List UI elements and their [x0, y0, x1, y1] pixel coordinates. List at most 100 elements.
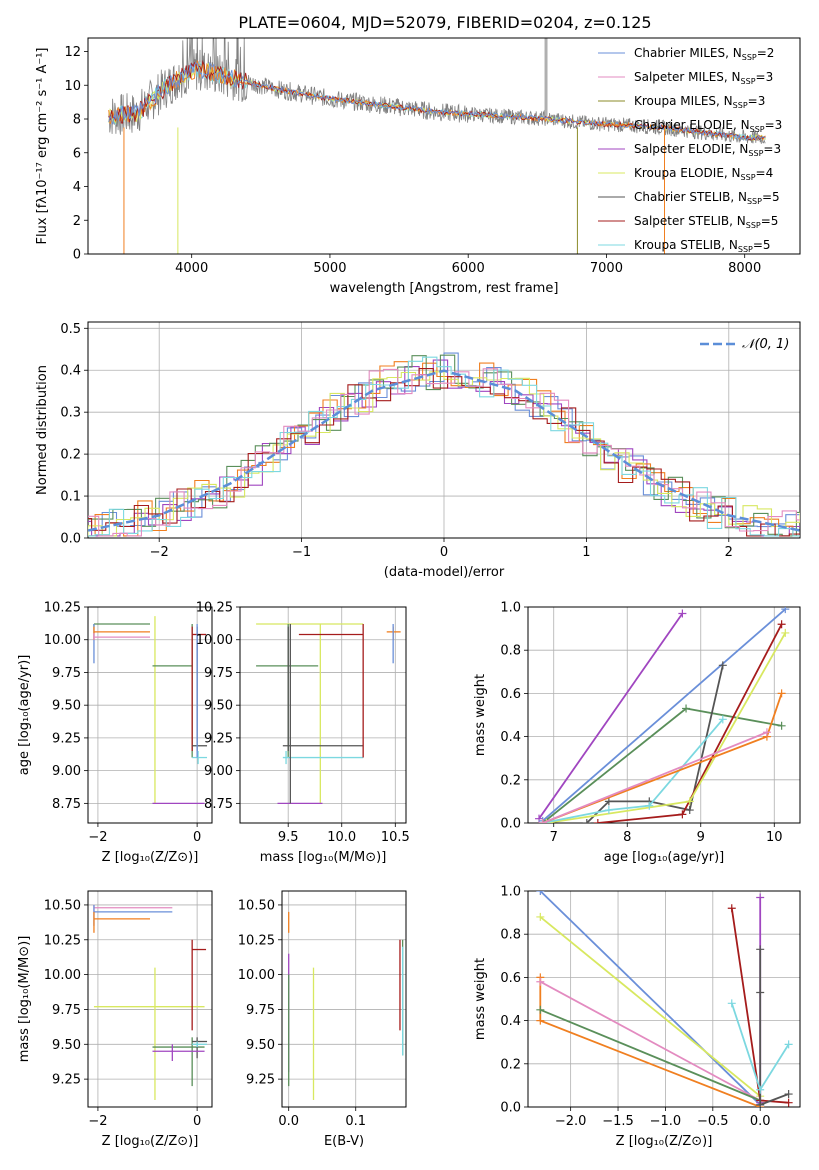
age-weight-panel: 7 8 9 10 0.0 0.2 0.4 0.6 0.8 1.0 age [log₁₀(age/yr…: [473, 601, 801, 865]
y-tick-label: 8.75: [52, 797, 81, 812]
ebv-mass-panel: 0.0 0.1 9.25 9.50 9.75 10.00 10.25 10.50 E(B-V): [238, 890, 407, 1149]
x-axis-label: Z [log₁₀(Z/Z⊙)]: [102, 850, 199, 865]
y-tick-label: 1.0: [500, 601, 521, 616]
x-tick-label: 9: [697, 830, 705, 845]
weight-line: [539, 916, 761, 1097]
axes-frame: [527, 890, 801, 1108]
y-tick-label: 10.25: [44, 601, 81, 616]
axes-frame: [87, 890, 213, 1108]
weight-marker: [536, 977, 545, 986]
y-tick-label: 9.50: [52, 699, 81, 714]
y-tick-label: 1.0: [500, 885, 521, 900]
legend-entry: Chabrier STELIB, NSSP=5: [634, 190, 780, 206]
weight-marker: [682, 704, 691, 713]
x-axis-label: E(B-V): [324, 1134, 364, 1149]
weight-line: [539, 1008, 761, 1102]
weight-marker: [727, 999, 736, 1008]
legend-entry: Kroupa MILES, NSSP=3: [634, 94, 765, 110]
y-tick-label: 10: [64, 79, 81, 94]
legend-entry: Salpeter MILES, NSSP=3: [634, 70, 773, 86]
y-axis-label: mass weight: [473, 958, 488, 1040]
x-tick-label: 10: [766, 830, 783, 845]
weight-marker: [645, 801, 654, 810]
y-tick-label: 8.75: [204, 797, 233, 812]
y-tick-label: 9.50: [204, 699, 233, 714]
legend-subscript: SSP: [738, 245, 753, 254]
y-tick-label: 10.00: [238, 968, 275, 983]
y-tick-label: 2: [73, 214, 81, 229]
y-tick-label: 9.50: [246, 1038, 275, 1053]
legend-count: =2: [757, 46, 775, 60]
weight-marker: [784, 1098, 793, 1107]
y-tick-label: 0.3: [60, 406, 81, 421]
weight-line: [542, 731, 768, 823]
y-tick-label: 9.75: [204, 666, 233, 681]
error-bars: [93, 616, 208, 805]
x-tick-label: −2: [88, 1114, 107, 1129]
x-axis-label: Z [log₁₀(Z/Z⊙)]: [616, 1134, 713, 1149]
y-tick-label: 10.25: [196, 601, 233, 616]
x-tick-label: −2: [88, 830, 107, 845]
x-tick-label: −0.5: [697, 1114, 729, 1129]
legend-count: =3: [748, 94, 766, 108]
x-tick-label: 7: [550, 830, 558, 845]
weight-line: [539, 891, 761, 1106]
x-tick-label: 4000: [175, 261, 208, 276]
x-tick-label: −1.5: [602, 1114, 634, 1129]
weight-marker: [777, 721, 786, 730]
weight-lines: [535, 607, 790, 823]
y-tick-label: 0.8: [500, 928, 521, 943]
weight-marker: [756, 1100, 765, 1107]
y-tick-label: 9.25: [204, 731, 233, 746]
legend-subscript: SSP: [746, 221, 761, 230]
y-axis-label: mass weight: [473, 674, 488, 756]
legend-name: Chabrier ELODIE, N: [634, 118, 750, 132]
y-tick-label: 9.75: [52, 666, 81, 681]
legend-subscript: SSP: [733, 101, 748, 110]
weight-marker: [536, 912, 545, 921]
spectrum-lines: [108, 38, 766, 254]
x-tick-label: 0.0: [750, 1114, 771, 1129]
legend-entry: Salpeter STELIB, NSSP=5: [634, 214, 778, 230]
legend-entry: Chabrier MILES, NSSP=2: [634, 46, 774, 62]
legend-subscript: SSP: [741, 77, 756, 86]
weight-marker: [536, 1005, 545, 1014]
weight-marker: [538, 819, 547, 823]
weight-marker: [756, 945, 765, 954]
y-tick-label: 0: [73, 248, 81, 263]
y-tick-label: 8: [73, 113, 81, 128]
x-tick-label: 10.0: [327, 830, 356, 845]
weight-marker: [604, 797, 613, 806]
y-tick-label: 9.75: [246, 1003, 275, 1018]
weight-marker: [582, 819, 591, 823]
observed-spectrum-line: [108, 38, 766, 144]
weight-line: [539, 980, 761, 1102]
axes-frame: [281, 890, 407, 1108]
z-mass-panel: −2 0 9.25 9.50 9.75 10.00 10.25 10.50 Z [log₁₀(Z…: [17, 890, 213, 1149]
weight-marker: [784, 1040, 793, 1049]
y-tick-label: 9.25: [52, 731, 81, 746]
y-tick-label: 9.00: [52, 764, 81, 779]
legend-subscript: SSP: [748, 149, 763, 158]
weight-marker: [678, 810, 687, 819]
y-axis-label: Flux [fλ10⁻¹⁷ erg cm⁻² s⁻¹ A⁻¹]: [35, 48, 50, 245]
model-spectrum-line: [108, 61, 766, 141]
y-tick-label: 0.4: [500, 1014, 521, 1029]
weight-marker: [756, 893, 765, 902]
y-tick-label: 4: [73, 180, 81, 195]
x-tick-label: 0: [193, 1114, 201, 1129]
y-tick-label: 9.75: [52, 1003, 81, 1018]
weight-marker: [756, 988, 765, 997]
axes-frame: [87, 606, 213, 824]
y-tick-label: 9.00: [204, 764, 233, 779]
weight-marker: [536, 891, 545, 895]
x-axis-label: wavelength [Angstrom, rest frame]: [330, 281, 559, 296]
y-tick-label: 12: [64, 45, 81, 60]
y-tick-label: 0.6: [500, 687, 521, 702]
weight-marker: [756, 1085, 765, 1094]
x-tick-label: 8: [623, 830, 631, 845]
x-tick-label: −2.0: [555, 1114, 587, 1129]
histogram-step: [88, 356, 800, 537]
weight-marker: [784, 1090, 793, 1099]
y-tick-label: 10.00: [44, 968, 81, 983]
